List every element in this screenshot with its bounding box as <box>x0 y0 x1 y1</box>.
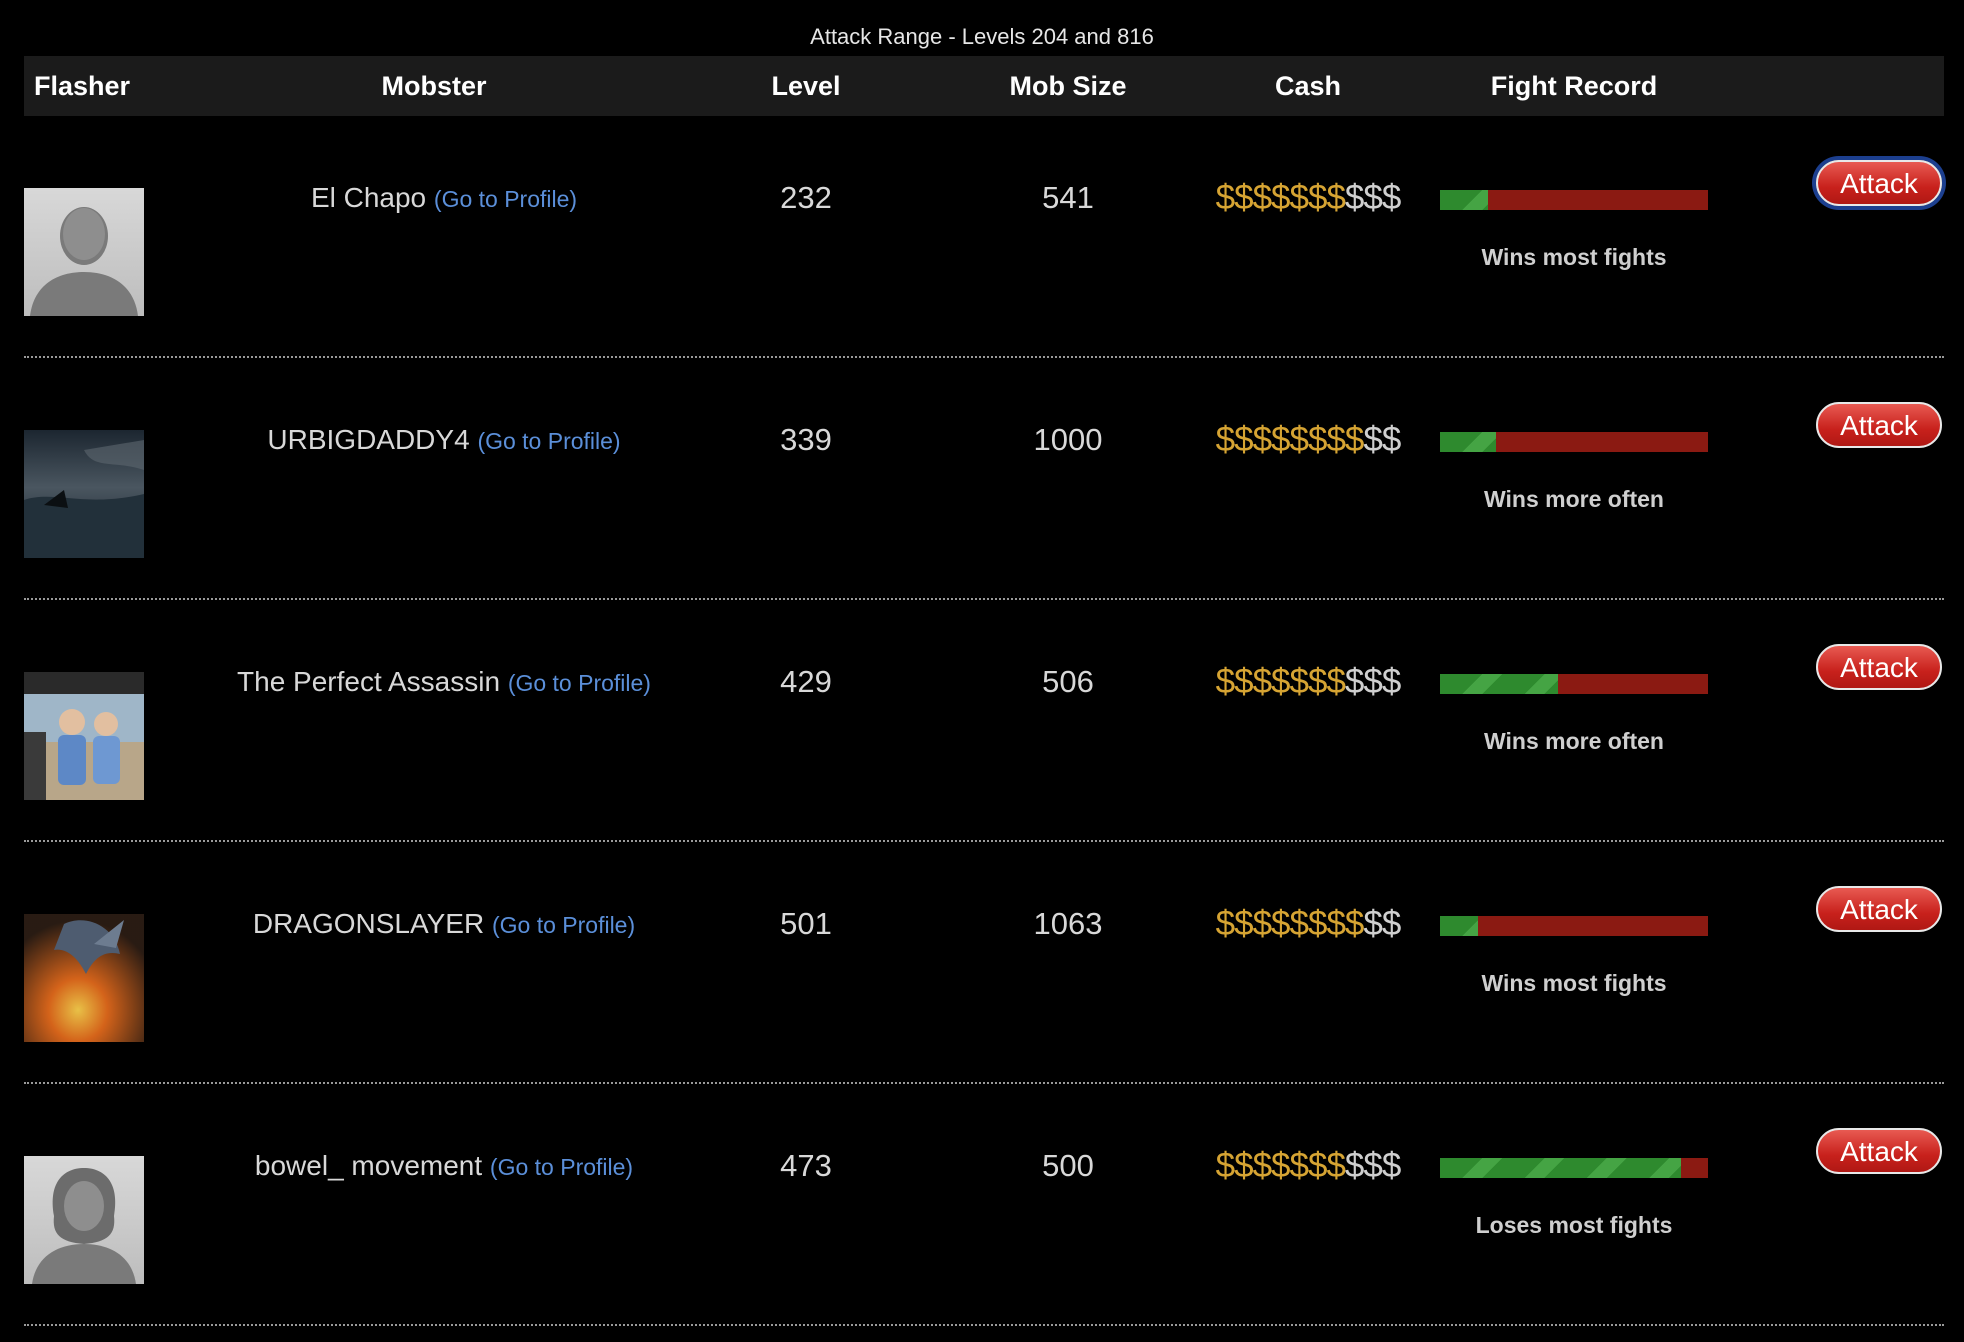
cash-gray: $$$ <box>1344 1146 1401 1185</box>
mobster-name: El Chapo <box>310 182 427 213</box>
cash-gold: $$$$$$$ <box>1215 662 1346 701</box>
header-mob-size: Mob Size <box>1009 71 1127 101</box>
attack-button[interactable]: Attack <box>1816 1128 1942 1174</box>
fight-record-win-fill <box>1440 916 1478 936</box>
fight-record-win-fill <box>1440 674 1558 694</box>
fight-record-label: Wins most fights <box>1481 970 1667 996</box>
cash-rating: $$$$$$$$$$ <box>1198 662 1418 702</box>
mobster-cell: El Chapo (Go to Profile) <box>144 182 744 214</box>
cash-gray: $$$ <box>1344 662 1401 701</box>
fight-record-label: Wins more often <box>1484 486 1664 512</box>
mobster-cell: DRAGONSLAYER (Go to Profile) <box>144 908 744 940</box>
mobster-cell: The Perfect Assassin (Go to Profile) <box>144 666 744 698</box>
go-to-profile-link[interactable]: (Go to Profile) <box>491 912 636 938</box>
fight-record-label: Loses most fights <box>1475 1212 1673 1238</box>
avatar[interactable] <box>24 914 144 1042</box>
avatar[interactable] <box>24 430 144 558</box>
avatar[interactable] <box>24 672 144 800</box>
mobster-cell: URBIGDADDY4 (Go to Profile) <box>144 424 744 456</box>
level-value: 501 <box>780 906 832 941</box>
level-value: 339 <box>780 422 832 457</box>
mobster-name: DRAGONSLAYER <box>252 908 485 939</box>
attack-range-caption: Attack Range - Levels 204 and 816 <box>810 24 1154 49</box>
fight-record-bar <box>1440 432 1708 452</box>
level-value: 473 <box>780 1148 832 1183</box>
mob-size-value: 500 <box>1042 1148 1094 1183</box>
fight-record-label: Wins most fights <box>1481 244 1667 270</box>
mobster-name: URBIGDADDY4 <box>267 424 470 455</box>
header-mobster: Mobster <box>381 71 487 101</box>
table-header: Flasher Mobster Level Mob Size Cash Figh… <box>24 56 1944 116</box>
cash-gold: $$$$$$$$ <box>1215 420 1365 459</box>
fight-record-bar <box>1440 674 1708 694</box>
fight-record-label: Wins more often <box>1484 728 1664 754</box>
mob-size-value: 1000 <box>1033 422 1103 457</box>
table-row: The Perfect Assassin (Go to Profile) 429… <box>24 600 1944 842</box>
table-row: DRAGONSLAYER (Go to Profile) 501 1063 $$… <box>24 842 1944 1084</box>
fight-record-win-fill <box>1440 1158 1682 1178</box>
go-to-profile-link[interactable]: (Go to Profile) <box>507 670 651 696</box>
header-fight-record: Fight Record <box>1490 71 1658 101</box>
fight-record-win-fill <box>1440 432 1497 452</box>
mobster-cell: bowel_ movement (Go to Profile) <box>144 1150 744 1182</box>
cash-gold: $$$$$$$$ <box>1215 904 1365 943</box>
attack-button[interactable]: Attack <box>1816 160 1942 206</box>
go-to-profile-link[interactable]: (Go to Profile) <box>477 428 621 454</box>
mobster-name: bowel_ movement <box>254 1150 483 1181</box>
mob-size-value: 506 <box>1042 664 1094 699</box>
cash-gray: $$ <box>1363 420 1401 459</box>
attack-button[interactable]: Attack <box>1816 644 1942 690</box>
go-to-profile-link[interactable]: (Go to Profile) <box>489 1154 634 1180</box>
cash-rating: $$$$$$$$$$ <box>1198 178 1418 218</box>
cash-rating: $$$$$$$$$$ <box>1198 1146 1418 1186</box>
avatar[interactable] <box>24 1156 144 1284</box>
mob-size-value: 1063 <box>1033 906 1103 941</box>
table-row: bowel_ movement (Go to Profile) 473 500 … <box>24 1084 1944 1326</box>
header-level: Level <box>771 71 841 101</box>
table-row: El Chapo (Go to Profile) 232 541 $$$$$$$… <box>24 116 1944 358</box>
level-value: 429 <box>780 664 832 699</box>
mob-size-value: 541 <box>1042 180 1094 215</box>
attack-button[interactable]: Attack <box>1816 886 1942 932</box>
attack-button[interactable]: Attack <box>1816 402 1942 448</box>
fight-record-bar <box>1440 190 1708 210</box>
cash-rating: $$$$$$$$$$ <box>1198 420 1418 460</box>
cash-gold: $$$$$$$ <box>1215 178 1346 217</box>
go-to-profile-link[interactable]: (Go to Profile) <box>433 186 578 212</box>
fight-record-bar <box>1440 916 1708 936</box>
cash-gold: $$$$$$$ <box>1215 1146 1346 1185</box>
fight-record-bar <box>1440 1158 1708 1178</box>
avatar[interactable] <box>24 188 144 316</box>
level-value: 232 <box>780 180 832 215</box>
table-row: URBIGDADDY4 (Go to Profile) 339 1000 $$$… <box>24 358 1944 600</box>
mobster-name: The Perfect Assassin <box>237 666 501 697</box>
header-cash: Cash <box>1274 71 1342 101</box>
header-flasher: Flasher <box>34 71 131 101</box>
fight-record-win-fill <box>1440 190 1489 210</box>
cash-rating: $$$$$$$$$$ <box>1198 904 1418 944</box>
cash-gray: $$$ <box>1344 178 1401 217</box>
cash-gray: $$ <box>1363 904 1401 943</box>
